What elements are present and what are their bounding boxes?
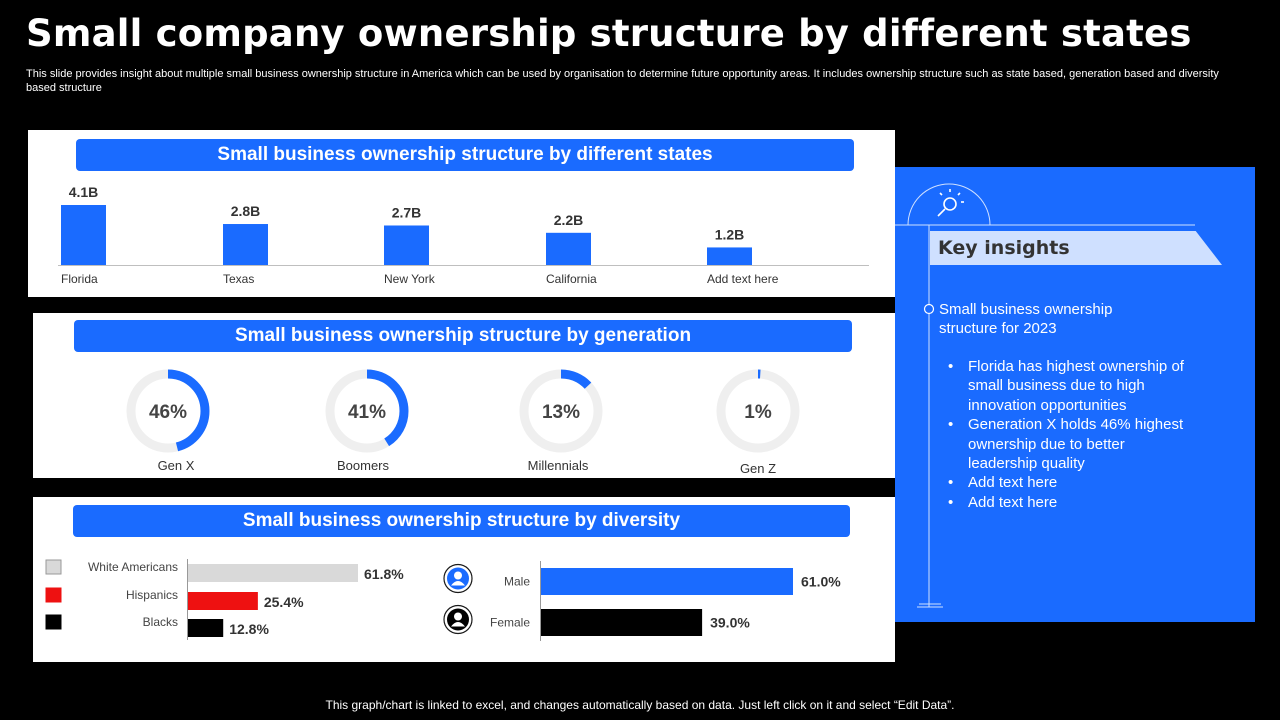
lightbulb-magnifier-icon [937,189,964,217]
legend-swatch [45,559,62,575]
bar-white-americans [188,564,358,582]
donut-arc-boomers [325,369,409,453]
tick-label: New York [384,272,436,286]
insight-item: Florida has highest ownership of small b… [948,357,1188,415]
data-label: 39.0% [710,615,750,631]
states-bar-chart: 4.1B Florida 2.8B Texas 2.7B New York 2.2B Cali… [58,184,869,286]
page-title: Small company ownership structure by dif… [26,12,1192,55]
tick-label: White Americans [88,560,178,574]
generation-chart-title: Small business ownership structure by ge… [74,320,852,352]
key-insights-lead: Small business ownership structure for 2… [939,301,1113,337]
donut-category-label: Boomers [336,458,390,473]
donut-category-label: Gen Z [739,461,777,476]
bar-add-text-here [707,247,752,265]
bar-female [541,609,703,636]
key-insights-title: Key insights [930,231,1222,265]
legend-swatch [45,587,62,603]
tick-label: California [546,272,597,286]
footer-note: This graph/chart is linked to excel, and… [325,698,955,712]
bar-california [546,232,591,265]
insight-item: Generation X holds 46% highest ownership… [948,415,1188,473]
donut-value: 1% [744,402,772,423]
generation-donut-charts: 46% 41% 13% 1% [126,369,800,453]
bar-new-york [384,225,429,265]
data-label: 2.7B [392,204,422,220]
insights-decoration [895,183,1195,608]
legend-swatch [45,614,62,630]
diversity-bar-chart: White Americans 61.8% Hispanics 25.4% Blacks… [45,559,841,641]
insight-item: Add text here [948,493,1188,513]
data-label: 61.8% [364,566,404,582]
tick-label: Hispanics [126,588,178,602]
bar-hispanics [188,592,258,610]
donut-value: 46% [149,402,187,423]
data-label: 2.8B [231,203,261,219]
page-subtitle: This slide provides insight about multip… [26,68,1219,94]
data-label: 4.1B [69,184,99,200]
data-label: 61.0% [801,574,841,590]
data-label: 2.2B [554,212,584,228]
tick-label: Florida [61,272,98,286]
bar-florida [61,205,106,265]
tick-label: Blacks [143,615,178,629]
tick-label: Female [490,616,530,630]
bar-texas [223,224,268,265]
key-insights-list: Florida has highest ownership of small b… [948,357,1188,513]
donut-category-label: Millennials [527,458,589,473]
data-label: 1.2B [715,226,745,242]
donut-category-label: Gen X [157,458,195,473]
donut-arc-gen-x [126,369,210,453]
donut-arc-gen-z [716,369,800,453]
bar-male [541,568,793,595]
data-label: 25.4% [264,594,304,610]
donut-arc-millennials [519,369,603,453]
tick-label: Add text here [707,272,779,286]
male-avatar-icon [443,563,473,594]
diversity-chart-title: Small business ownership structure by di… [73,505,850,537]
bar-blacks [188,619,224,637]
states-chart-title: Small business ownership structure by di… [76,139,854,171]
female-avatar-icon [443,604,473,635]
data-label: 12.8% [229,621,269,637]
tick-label: Male [504,575,530,589]
donut-value: 41% [348,402,386,423]
donut-value: 13% [542,402,580,423]
tick-label: Texas [223,272,254,286]
insight-item: Add text here [948,473,1188,493]
